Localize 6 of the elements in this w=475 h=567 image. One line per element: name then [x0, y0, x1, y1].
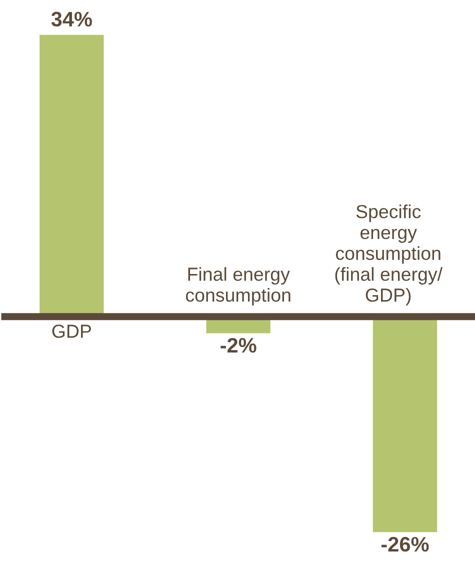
x-tick-label: Specific energy consumption (final energy/ GDP) [335, 204, 443, 306]
data-label: -2% [220, 338, 256, 353]
data-label: 34% [51, 12, 92, 27]
x-tick-label: GDP [52, 324, 91, 338]
x-tick-label: Final energy consumption [186, 267, 290, 306]
data-label: -26% [381, 536, 429, 552]
